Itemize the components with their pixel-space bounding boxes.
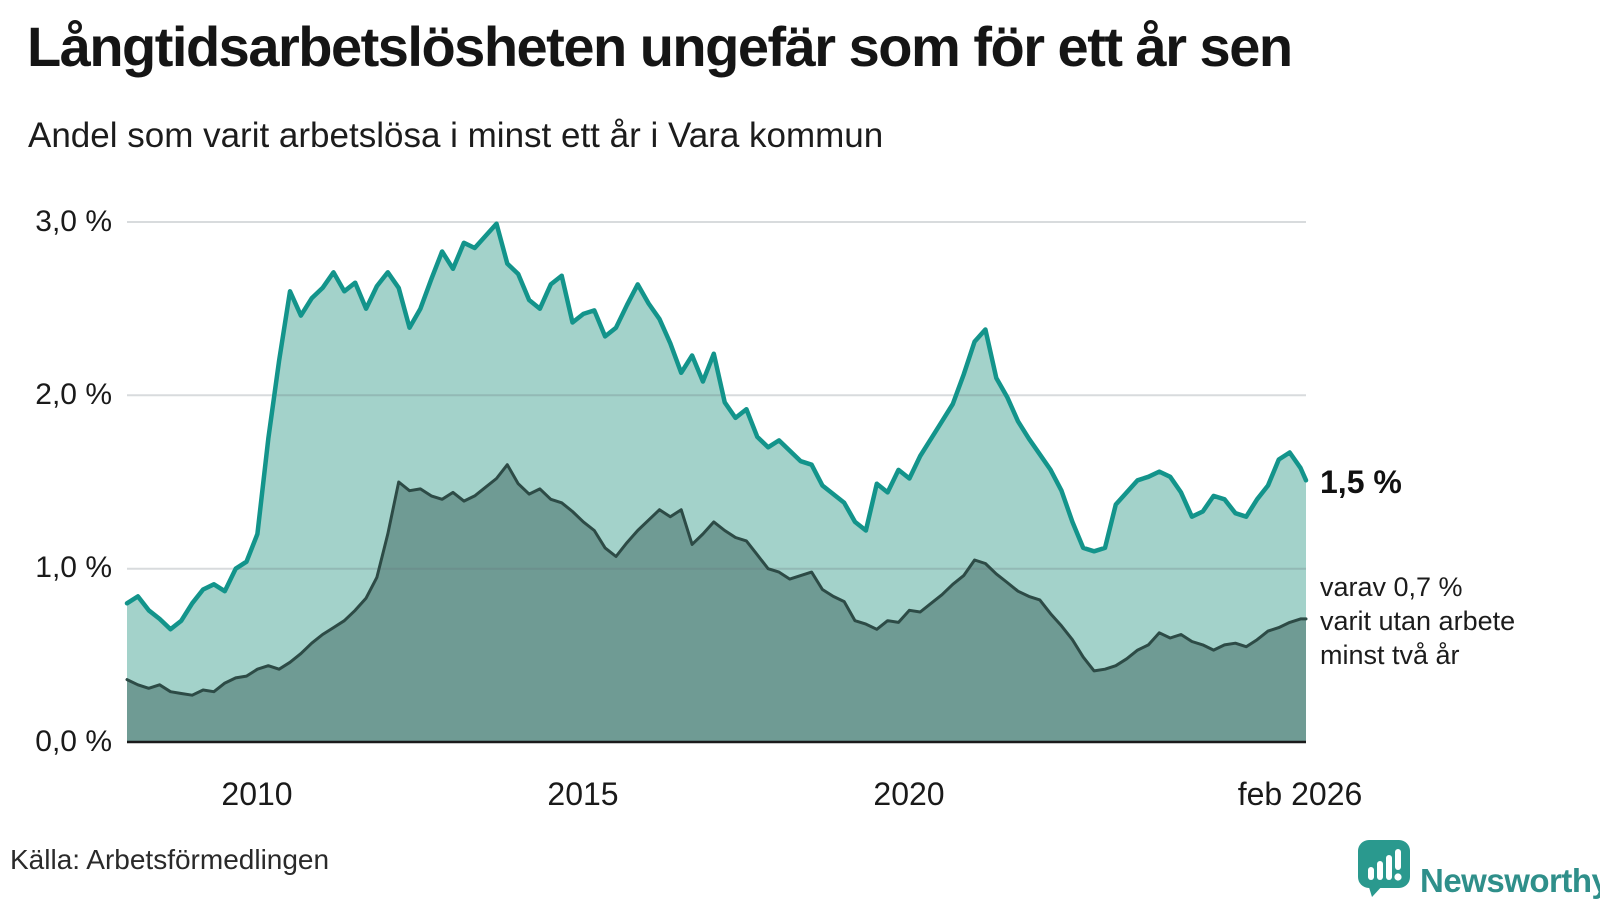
y-tick-label: 1,0 % [35, 551, 112, 584]
gridlines [127, 221, 1306, 570]
y-tick-label: 3,0 % [35, 205, 112, 238]
one-year-line [124, 221, 1309, 632]
secondary-annotation-line: minst två år [1320, 640, 1460, 670]
x-tick-label: 2015 [547, 776, 619, 812]
x-tick-label: feb 2026 [1237, 776, 1363, 812]
x-tick-label: 2020 [873, 776, 945, 812]
two-year-area [127, 464, 1306, 742]
x-tick-label: 2010 [221, 776, 293, 812]
secondary-annotation-line: varit utan arbete [1320, 606, 1516, 636]
source-note: Källa: Arbetsförmedlingen [10, 844, 330, 875]
newsworthy-icon [1358, 840, 1410, 897]
secondary-annotation-line: varav 0,7 % [1320, 572, 1463, 602]
two-year-line [125, 463, 1308, 697]
newsworthy-wordmark: Newsworthy [1420, 862, 1600, 899]
secondary-annotation: varav 0,7 % varit utan arbete minst två … [1320, 570, 1590, 672]
y-tick-label: 2,0 % [35, 378, 112, 411]
end-value-label: 1,5 % [1320, 464, 1402, 500]
chart-subtitle: Andel som varit arbetslösa i minst ett å… [28, 116, 884, 155]
page-title: Långtidsarbetslösheten ungefär som för e… [27, 15, 1293, 78]
newsworthy-logo: Newsworthy [1358, 840, 1600, 899]
y-tick-label: 0,0 % [35, 725, 112, 758]
